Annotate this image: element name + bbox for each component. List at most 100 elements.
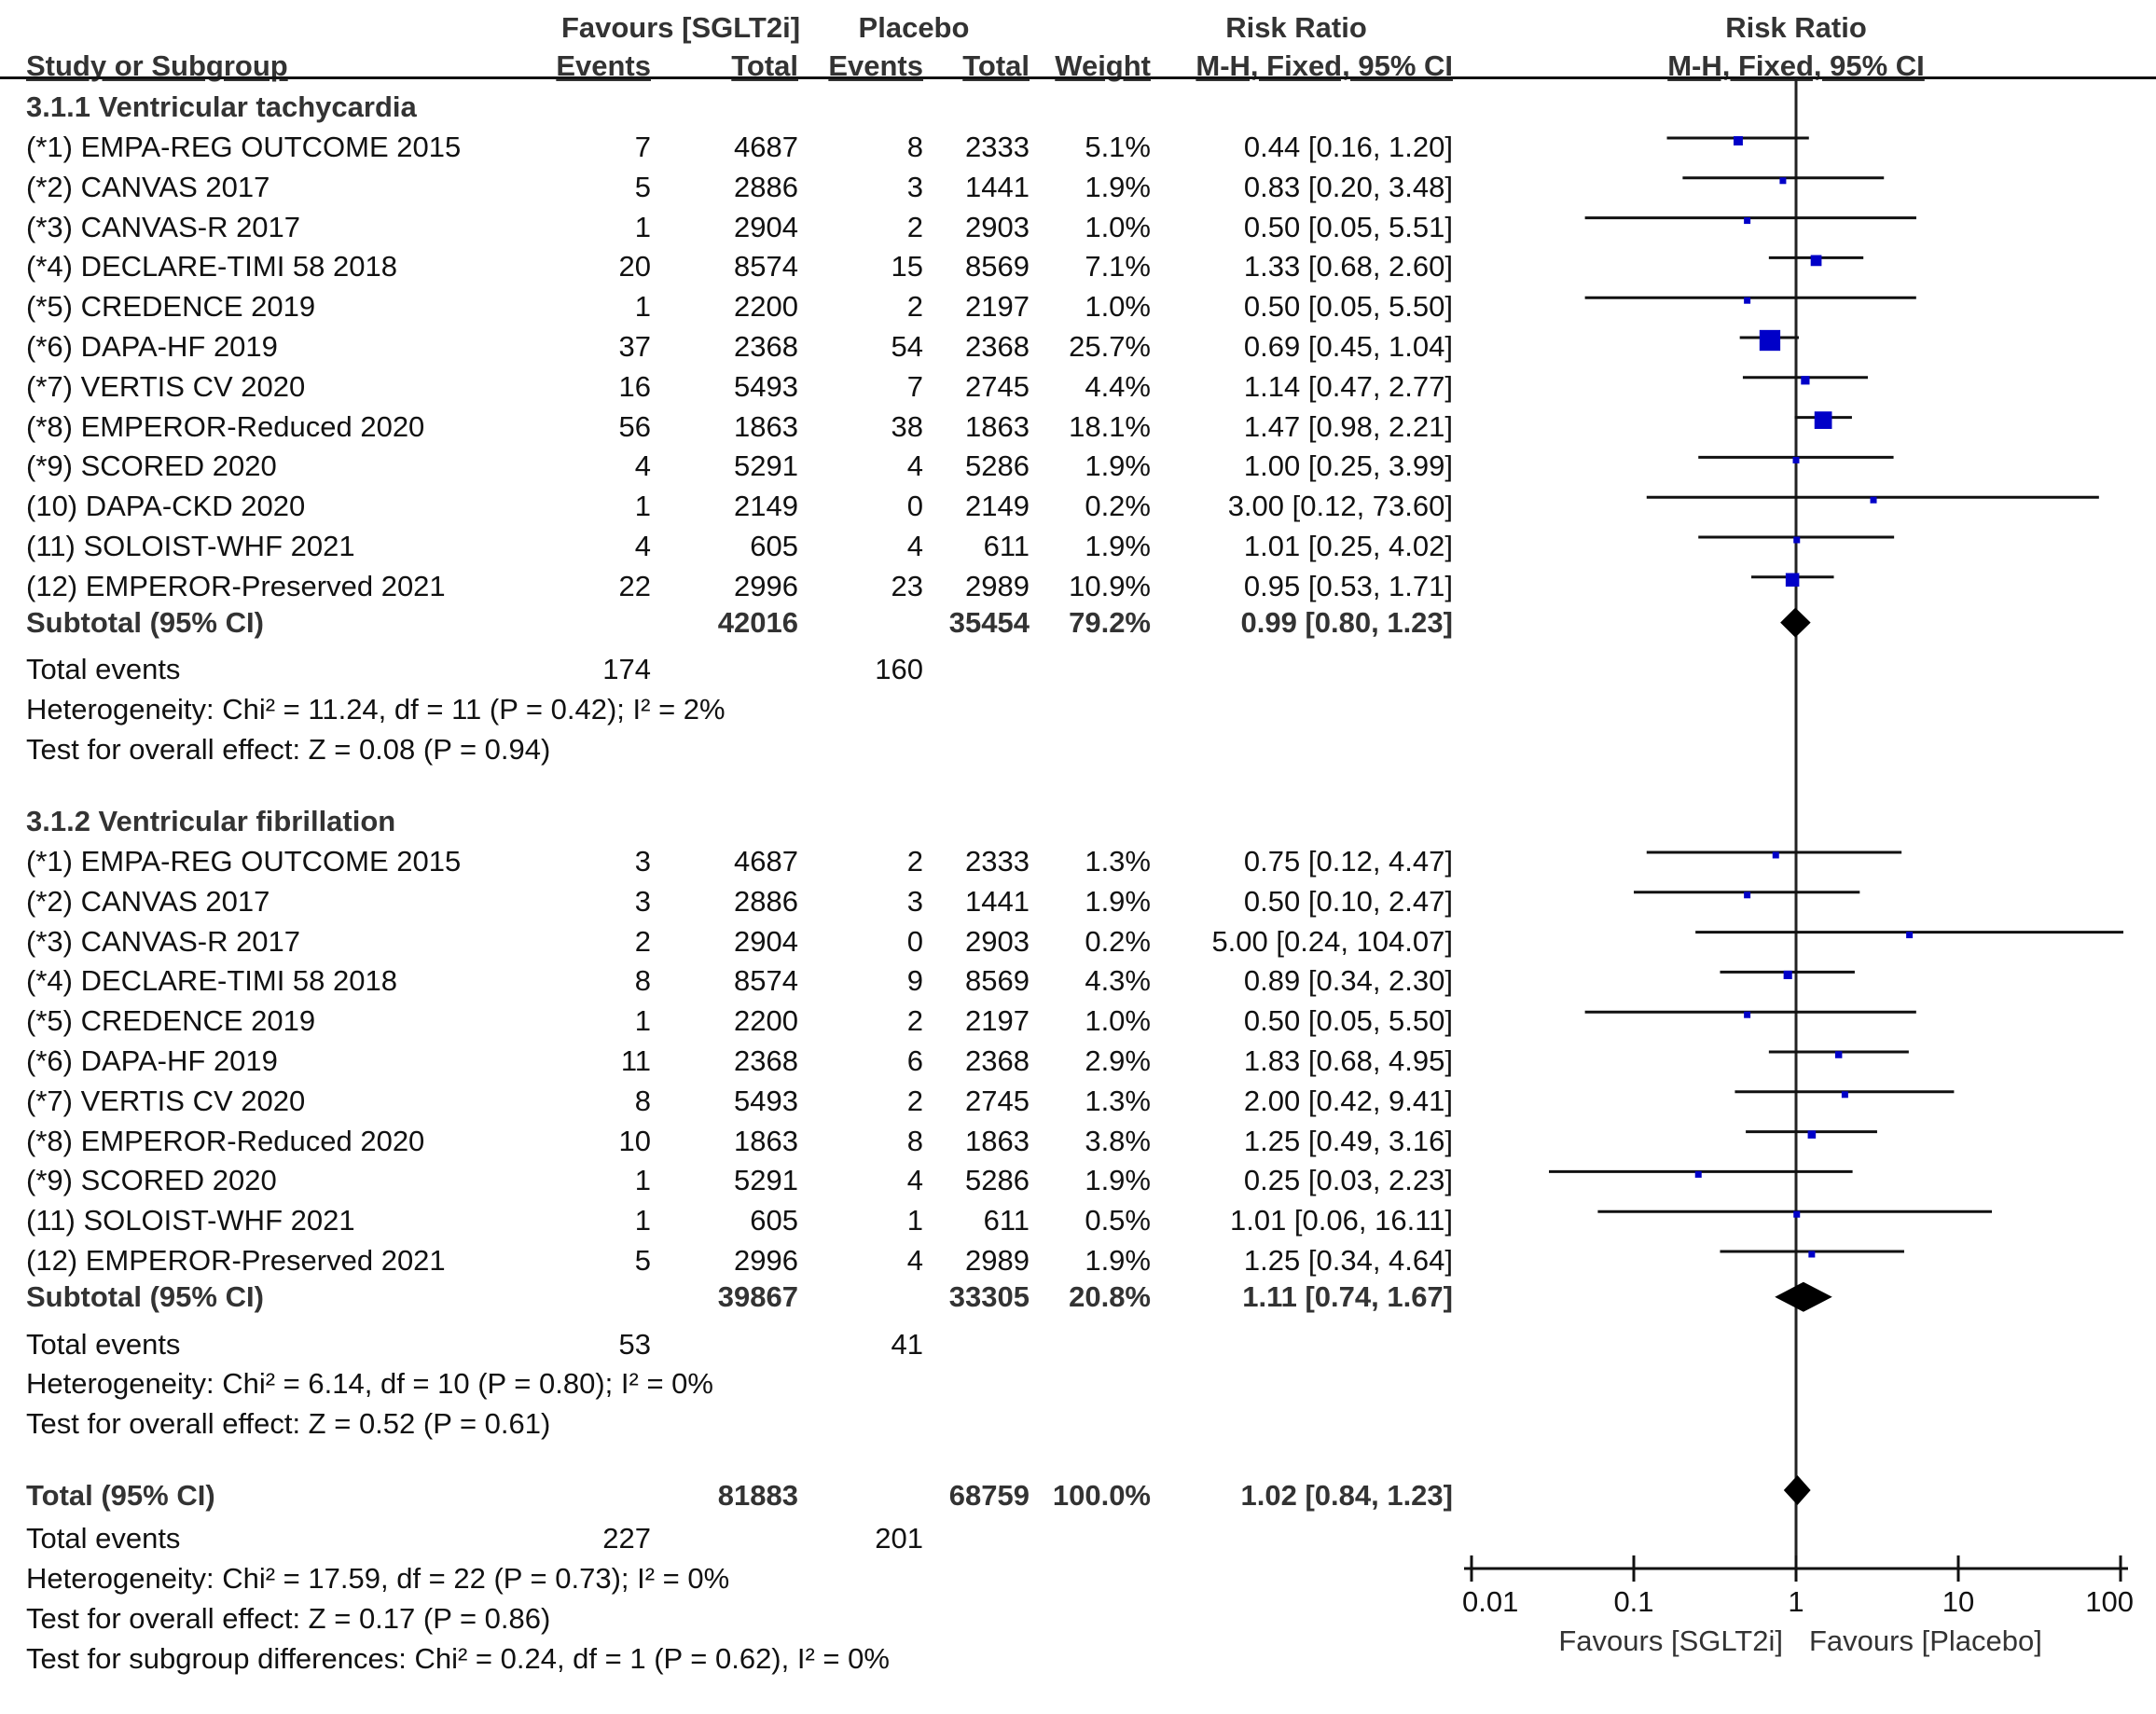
overall-effect: Test for overall effect: Z = 0.08 (P = 0… [26, 733, 551, 766]
study-name: (*4) DECLARE-TIMI 58 2018 [26, 250, 397, 283]
study-marker [1834, 1051, 1843, 1058]
study-n2: 8569 [965, 964, 1030, 998]
study-e1: 1 [634, 290, 651, 324]
study-n1: 2200 [734, 290, 798, 324]
study-weight: 0.2% [1085, 490, 1151, 523]
study-n1: 8574 [734, 250, 798, 283]
study-e1: 11 [620, 1044, 651, 1077]
study-e2: 2 [906, 1004, 923, 1038]
study-name: (*8) EMPEROR-Reduced 2020 [26, 409, 425, 443]
study-weight: 10.9% [1069, 569, 1151, 602]
study-n1: 5291 [734, 1164, 798, 1197]
study-n1: 2904 [734, 210, 798, 243]
study-weight: 2.9% [1085, 1044, 1151, 1077]
study-e2: 2 [906, 1084, 923, 1117]
study-e2: 3 [906, 884, 923, 918]
study-name: (*6) DAPA-HF 2019 [26, 1044, 278, 1077]
study-marker [1759, 329, 1781, 352]
study-e1: 1 [634, 1204, 651, 1237]
total-events-label: Total events [26, 1522, 181, 1555]
study-n2: 2989 [965, 569, 1030, 602]
study-ci-text: 1.25 [0.49, 3.16] [1243, 1124, 1453, 1157]
study-n2: 2745 [965, 1084, 1030, 1117]
study-e1: 3 [634, 845, 651, 878]
study-e1: 16 [618, 369, 651, 403]
study-e1: 4 [634, 449, 651, 483]
study-marker [1744, 297, 1751, 304]
total-heterogeneity: Heterogeneity: Chi² = 17.59, df = 22 (P … [26, 1562, 730, 1595]
study-n1: 2149 [734, 490, 798, 523]
study-n2: 2333 [965, 845, 1030, 878]
study-e1: 10 [618, 1124, 651, 1157]
study-n2: 2903 [965, 210, 1030, 243]
study-ci-text: 1.00 [0.25, 3.99] [1243, 449, 1453, 483]
total-n1: 81883 [717, 1479, 798, 1512]
study-weight: 0.2% [1085, 924, 1151, 958]
study-name: (*4) DECLARE-TIMI 58 2018 [26, 964, 397, 998]
study-weight: 1.9% [1085, 530, 1151, 562]
study-e1: 4 [634, 530, 651, 562]
study-n1: 8574 [734, 964, 798, 998]
subtotal-weight: 20.8% [1069, 1279, 1151, 1313]
study-n2: 2197 [965, 290, 1030, 324]
subgroup-title: 3.1.2 Ventricular fibrillation [26, 805, 396, 837]
total-events-e1: 53 [618, 1327, 651, 1361]
study-e2: 15 [891, 250, 923, 283]
study-ci-text: 5.00 [0.24, 104.07] [1211, 924, 1453, 958]
study-n2: 2149 [965, 490, 1030, 523]
study-weight: 1.9% [1085, 884, 1151, 918]
study-ci-text: 0.25 [0.03, 2.23] [1243, 1164, 1453, 1197]
subtotal-label: Subtotal (95% CI) [26, 605, 264, 639]
study-n1: 2996 [734, 1244, 798, 1277]
study-n2: 2989 [965, 1244, 1030, 1277]
study-name: (*1) EMPA-REG OUTCOME 2015 [26, 131, 462, 163]
total-label: Total (95% CI) [26, 1479, 215, 1512]
subtotal-weight: 79.2% [1069, 605, 1151, 639]
study-marker [1785, 573, 1800, 587]
header-rule [0, 76, 2156, 79]
study-e2: 8 [906, 1124, 923, 1157]
study-e1: 8 [634, 1084, 651, 1117]
study-e1: 1 [634, 1164, 651, 1197]
study-n2: 5286 [965, 449, 1030, 483]
study-ci-text: 1.33 [0.68, 2.60] [1243, 250, 1453, 283]
study-weight: 3.8% [1085, 1124, 1151, 1157]
study-marker [1792, 456, 1800, 463]
study-n1: 2200 [734, 1004, 798, 1038]
total-overall-effect: Test for overall effect: Z = 0.17 (P = 0… [26, 1602, 551, 1635]
study-e2: 8 [906, 131, 923, 163]
study-name: (*6) DAPA-HF 2019 [26, 330, 278, 363]
study-ci-text: 0.95 [0.53, 1.71] [1243, 569, 1453, 602]
study-ci-text: 0.50 [0.10, 2.47] [1243, 884, 1453, 918]
study-e1: 2 [634, 924, 651, 958]
study-ci-text: 1.14 [0.47, 2.77] [1243, 369, 1453, 403]
total-diamond [1783, 1475, 1811, 1505]
study-weight: 1.9% [1085, 170, 1151, 203]
study-weight: 1.9% [1085, 1164, 1151, 1197]
study-ci-text: 1.83 [0.68, 4.95] [1243, 1044, 1453, 1077]
study-e2: 6 [906, 1044, 923, 1077]
study-n1: 2368 [734, 330, 798, 363]
overall-effect: Test for overall effect: Z = 0.52 (P = 0… [26, 1407, 551, 1441]
study-ci-text: 2.00 [0.42, 9.41] [1243, 1084, 1453, 1117]
total-events-label: Total events [26, 653, 181, 686]
study-e2: 0 [906, 490, 923, 523]
study-n2: 2197 [965, 1004, 1030, 1038]
study-e2: 7 [906, 369, 923, 403]
heterogeneity: Heterogeneity: Chi² = 6.14, df = 10 (P =… [26, 1367, 713, 1401]
study-n2: 5286 [965, 1164, 1030, 1197]
study-marker [1744, 1011, 1751, 1018]
study-n1: 5493 [734, 1084, 798, 1117]
x-tick-label: 1 [1788, 1585, 1804, 1618]
study-e1: 3 [634, 884, 651, 918]
study-n1: 2886 [734, 884, 798, 918]
study-weight: 5.1% [1085, 131, 1151, 163]
study-e1: 5 [634, 1244, 651, 1277]
subtotal-n1: 42016 [717, 605, 798, 639]
subtotal-diamond [1775, 1281, 1832, 1312]
study-ci-text: 0.75 [0.12, 4.47] [1243, 845, 1453, 878]
study-weight: 1.3% [1085, 845, 1151, 878]
total-events-e1: 227 [602, 1522, 651, 1555]
study-weight: 4.4% [1085, 369, 1151, 403]
